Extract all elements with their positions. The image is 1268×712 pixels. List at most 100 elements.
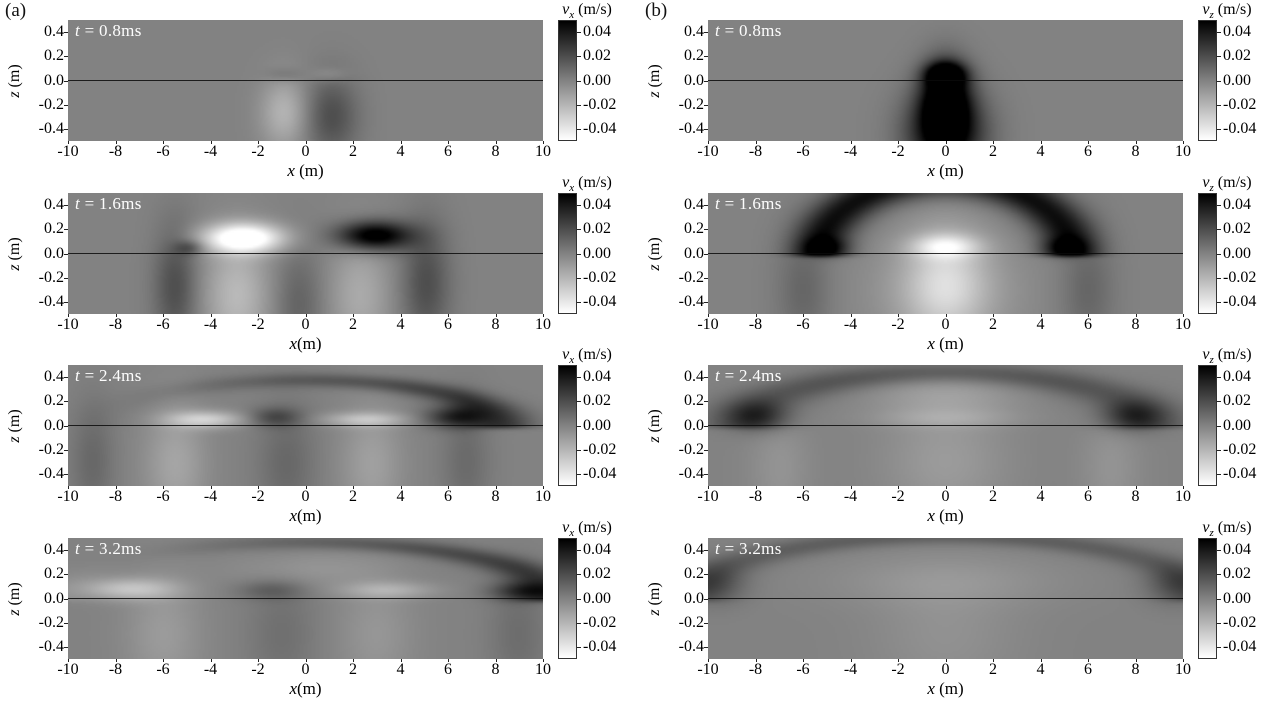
x-tick-label: 8 [491,488,500,505]
x-axis-label: x (m) [708,506,1183,526]
colorbar-tick-mark [1217,32,1221,34]
x-axis-label-variable: x [927,161,935,180]
colorbar-tick-label: 0.02 [1223,565,1251,583]
y-tick-label: -0.4 [38,292,64,310]
time-variable: t [715,539,721,558]
x-tick-mark [993,141,994,144]
x-axis-label: x (m) [708,161,1183,181]
y-tick-mark [64,56,68,58]
colorbar-tick-label: -0.04 [583,292,617,310]
x-tick-mark [1135,141,1137,144]
colorbar-tick-label: -0.02 [583,613,617,631]
colorbar-tick-label: 0.02 [583,565,611,583]
x-tick-mark [163,659,164,662]
colorbar-tick-label: 0.04 [583,23,611,41]
x-tick-label: -4 [843,661,858,678]
colorbar-tick-label: -0.02 [1223,440,1257,458]
time-label: t = 2.4ms [715,366,782,386]
colorbar-tick-mark [1217,598,1221,600]
time-value: = 0.8ms [720,21,782,40]
colorbar-tick-mark [577,104,581,106]
colorbar-tick-label: 0.00 [583,589,611,607]
colorbar-title: vz (m/s) [1181,1,1268,21]
colorbar-tick-mark [1217,80,1221,82]
colorbar-tick-label: 0.04 [1223,541,1251,559]
x-tick-mark [1135,314,1137,317]
x-tick-label: -10 [697,143,719,160]
time-label: t = 3.2ms [75,539,142,559]
colorbar-title-variable: v [562,174,570,191]
colorbar-tick-label: 0.00 [583,244,611,262]
subplot-b-t1: z (m) 0.4 0.2 0.0 -0.2 -0.4 t = 1.6ms -10 -8 -6 -4… [640,174,1268,353]
x-tick-mark [1040,141,1042,144]
x-axis-label-units: (m) [934,161,964,180]
x-tick-mark [898,486,899,489]
x-tick-label: 4 [396,488,405,505]
time-variable: t [75,21,81,40]
colorbar-title-subscript: z [1209,354,1214,367]
colorbar-tick-mark [1217,128,1221,130]
colorbar-title-subscript: x [569,182,575,195]
x-tick-label: 4 [396,143,405,160]
y-tick-label: -0.2 [678,440,704,458]
x-tick-label: -8 [108,143,123,160]
colorbar-tick-mark [1217,449,1221,451]
x-tick-mark [993,314,994,317]
x-tick-label: -4 [203,143,218,160]
time-label: t = 0.8ms [75,21,142,41]
y-axis-label-variable: z [6,264,23,271]
y-tick-label: 0.2 [44,220,64,238]
x-tick-mark [400,314,402,317]
heatmap-plot: t = 0.8ms [708,20,1183,141]
y-tick-label: 0.2 [44,392,64,410]
time-value: = 0.8ms [80,21,142,40]
y-tick-mark [64,253,68,255]
x-tick-mark [353,314,354,317]
x-tick-label: 0 [301,316,310,333]
x-tick-label: 6 [444,316,452,333]
time-value: = 2.4ms [80,366,142,385]
x-tick-mark [850,141,852,144]
colorbar-tick-mark [577,646,581,648]
x-tick-mark [1088,486,1089,489]
colorbar-gradient [1198,538,1217,659]
y-tick-mark [64,205,68,207]
x-tick-label: 4 [1036,488,1045,505]
x-tick-label: -8 [748,661,763,678]
surface-line-z0 [68,253,543,254]
colorbar-tick-mark [1217,425,1221,427]
x-tick-label: 0 [941,316,950,333]
colorbar-tick-label: 0.00 [583,416,611,434]
y-tick-label: 0.4 [684,368,704,386]
x-tick-label: 8 [1131,661,1140,678]
colorbar-tick-label: -0.04 [1223,119,1257,137]
surface-line-z0 [708,598,1183,599]
colorbar-title-subscript: x [569,9,575,22]
x-axis-label-variable: x [287,161,295,180]
colorbar-tick-label: -0.04 [1223,637,1257,655]
colorbar-tick-mark [577,80,581,82]
x-tick-label: -8 [108,661,123,678]
heatmap-plot: t = 2.4ms [68,365,543,486]
x-tick-label: -2 [251,488,265,505]
x-tick-mark [1183,141,1184,144]
y-tick-label: 0.0 [44,71,64,89]
x-tick-mark [448,314,449,317]
x-tick-mark [1040,314,1042,317]
y-tick-label: -0.4 [38,464,64,482]
heatmap-plot: t = 1.6ms [68,193,543,314]
y-tick-mark [64,622,68,624]
colorbar-gradient [558,538,577,659]
colorbar-title-units: (m/s) [574,174,612,191]
y-axis-label-variable: z [646,91,663,98]
y-tick-mark [64,449,68,451]
x-tick-mark [945,314,947,317]
time-label: t = 1.6ms [75,194,142,214]
colorbar-tick-mark [1217,56,1221,58]
time-variable: t [75,366,81,385]
x-tick-label: 0 [301,661,310,678]
x-tick-label: 2 [989,661,997,678]
y-tick-mark [704,32,708,34]
colorbar-tick-label: 0.04 [583,368,611,386]
x-tick-mark [1088,314,1089,317]
